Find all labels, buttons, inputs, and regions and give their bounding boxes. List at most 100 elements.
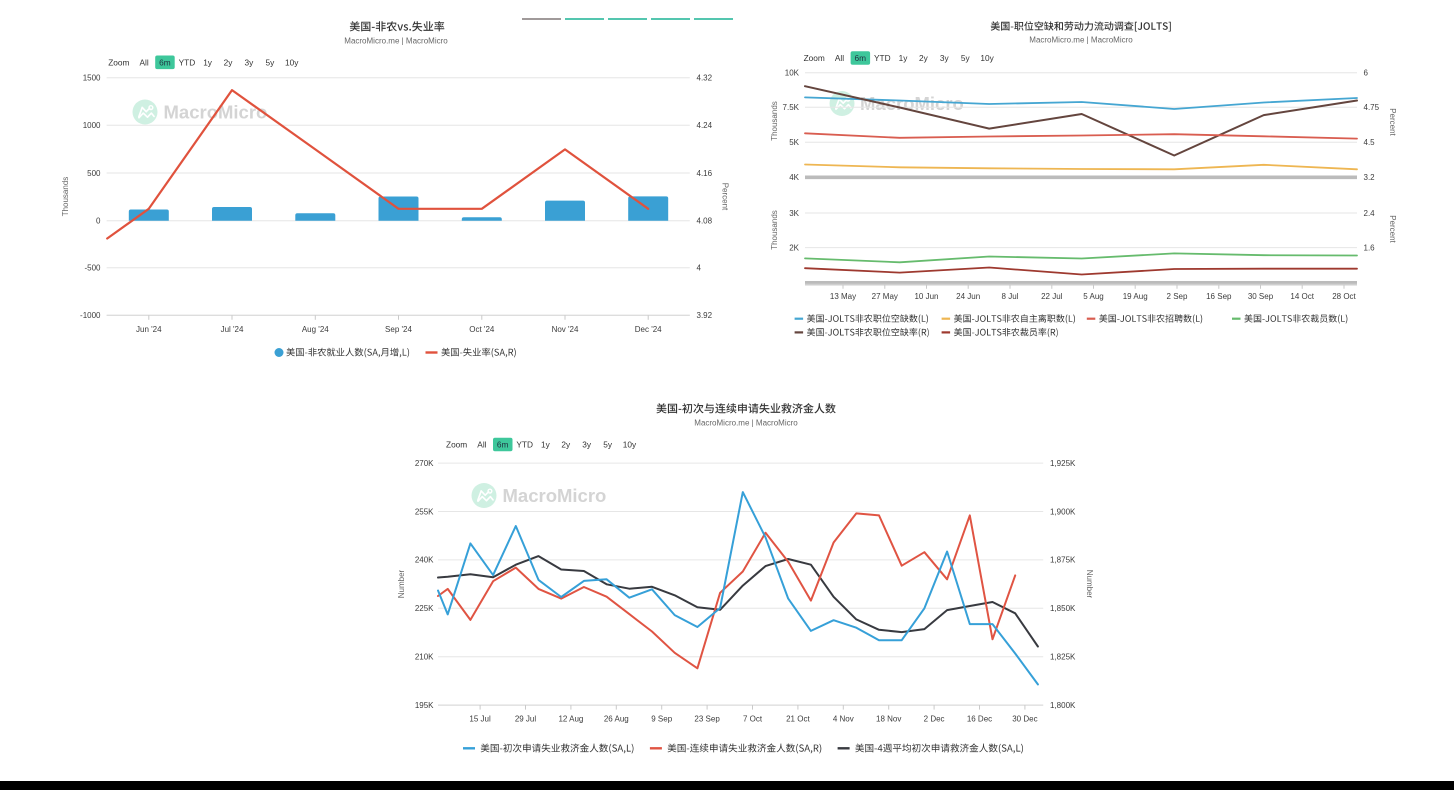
svg-text:1,800K: 1,800K — [1050, 701, 1076, 710]
svg-text:2y: 2y — [561, 440, 571, 450]
svg-text:30 Sep: 30 Sep — [1248, 292, 1274, 301]
svg-text:16 Dec: 16 Dec — [967, 715, 992, 724]
svg-text:26 Aug: 26 Aug — [604, 715, 629, 724]
svg-text:210K: 210K — [415, 653, 434, 662]
svg-text:MacroMicro: MacroMicro — [503, 485, 607, 506]
svg-text:10K: 10K — [785, 69, 800, 78]
svg-text:MacroMicro.me | MacroMicro: MacroMicro.me | MacroMicro — [1029, 36, 1133, 45]
svg-text:6m: 6m — [497, 440, 509, 450]
svg-text:10y: 10y — [980, 53, 994, 63]
svg-text:500: 500 — [87, 169, 101, 178]
svg-text:All: All — [477, 440, 486, 450]
svg-text:1,925K: 1,925K — [1050, 459, 1076, 468]
svg-text:21 Oct: 21 Oct — [786, 715, 810, 724]
svg-text:1,900K: 1,900K — [1050, 507, 1076, 516]
svg-text:1y: 1y — [541, 440, 551, 450]
svg-text:Zoom: Zoom — [446, 440, 467, 450]
svg-text:10y: 10y — [285, 57, 299, 67]
svg-text:1500: 1500 — [83, 74, 101, 83]
svg-text:3y: 3y — [245, 57, 255, 67]
svg-text:8 Jul: 8 Jul — [1002, 292, 1019, 301]
svg-text:Percent: Percent — [721, 183, 730, 211]
svg-text:5y: 5y — [266, 57, 276, 67]
svg-text:225K: 225K — [415, 604, 434, 613]
svg-text:30 Dec: 30 Dec — [1012, 715, 1037, 724]
svg-text:6m: 6m — [159, 57, 171, 67]
svg-text:Thousands: Thousands — [770, 101, 779, 141]
svg-text:2 Dec: 2 Dec — [924, 715, 945, 724]
svg-text:270K: 270K — [415, 459, 434, 468]
svg-text:10 Jun: 10 Jun — [914, 292, 938, 301]
svg-text:22 Jul: 22 Jul — [1041, 292, 1063, 301]
svg-text:2 Sep: 2 Sep — [1167, 292, 1188, 301]
svg-text:All: All — [140, 57, 149, 67]
svg-text:18 Nov: 18 Nov — [876, 715, 901, 724]
svg-text:4 Nov: 4 Nov — [833, 715, 854, 724]
svg-text:29 Jul: 29 Jul — [515, 715, 537, 724]
svg-text:Sep '24: Sep '24 — [385, 325, 412, 334]
svg-text:2y: 2y — [919, 53, 929, 63]
svg-text:2K: 2K — [789, 243, 799, 252]
svg-text:24 Jun: 24 Jun — [956, 292, 980, 301]
svg-text:Number: Number — [1085, 570, 1094, 599]
svg-text:YTD: YTD — [179, 57, 196, 67]
svg-text:3y: 3y — [582, 440, 592, 450]
svg-text:255K: 255K — [415, 507, 434, 516]
svg-text:5y: 5y — [603, 440, 613, 450]
svg-text:19 Aug: 19 Aug — [1123, 292, 1148, 301]
svg-text:Zoom: Zoom — [804, 53, 825, 63]
svg-text:4.5: 4.5 — [1364, 138, 1376, 147]
svg-text:4K: 4K — [789, 173, 799, 182]
svg-text:MacroMicro: MacroMicro — [860, 93, 964, 114]
svg-text:6: 6 — [1364, 69, 1369, 78]
svg-text:4.32: 4.32 — [697, 74, 713, 83]
svg-text:3.92: 3.92 — [697, 311, 713, 320]
svg-text:1.6: 1.6 — [1364, 243, 1376, 252]
svg-text:5 Aug: 5 Aug — [1083, 292, 1103, 301]
svg-text:Thousands: Thousands — [770, 210, 779, 250]
svg-text:2y: 2y — [224, 57, 234, 67]
svg-text:4.75: 4.75 — [1364, 103, 1380, 112]
svg-text:-1000: -1000 — [80, 311, 101, 320]
svg-text:5K: 5K — [789, 138, 799, 147]
svg-text:28 Oct: 28 Oct — [1332, 292, 1356, 301]
svg-text:YTD: YTD — [874, 53, 891, 63]
svg-text:13 May: 13 May — [830, 292, 856, 301]
svg-text:Thousands: Thousands — [61, 177, 70, 217]
svg-text:Dec '24: Dec '24 — [635, 325, 662, 334]
svg-text:Number: Number — [397, 569, 406, 598]
svg-text:6m: 6m — [855, 53, 867, 63]
svg-text:Zoom: Zoom — [108, 57, 129, 67]
svg-text:14 Oct: 14 Oct — [1290, 292, 1314, 301]
svg-text:9 Sep: 9 Sep — [651, 715, 672, 724]
svg-text:Percent: Percent — [1388, 215, 1397, 243]
svg-text:All: All — [835, 53, 844, 63]
svg-text:2.4: 2.4 — [1364, 209, 1376, 218]
svg-text:Nov '24: Nov '24 — [552, 325, 579, 334]
svg-text:4.08: 4.08 — [697, 217, 713, 226]
svg-text:3.2: 3.2 — [1364, 173, 1376, 182]
svg-text:MacroMicro.me | MacroMicro: MacroMicro.me | MacroMicro — [344, 37, 448, 46]
svg-text:3K: 3K — [789, 209, 799, 218]
svg-text:Percent: Percent — [1388, 108, 1397, 136]
svg-text:1,825K: 1,825K — [1050, 653, 1076, 662]
svg-text:5y: 5y — [961, 53, 971, 63]
svg-text:1,850K: 1,850K — [1050, 604, 1076, 613]
svg-text:3y: 3y — [940, 53, 950, 63]
svg-text:4.16: 4.16 — [697, 169, 713, 178]
svg-text:-500: -500 — [84, 264, 101, 273]
svg-text:10y: 10y — [623, 440, 637, 450]
svg-text:1y: 1y — [899, 53, 909, 63]
svg-text:23 Sep: 23 Sep — [694, 715, 720, 724]
svg-text:1,875K: 1,875K — [1050, 556, 1076, 565]
svg-text:27 May: 27 May — [872, 292, 898, 301]
svg-text:12 Aug: 12 Aug — [558, 715, 583, 724]
svg-text:Aug '24: Aug '24 — [302, 325, 329, 334]
svg-text:4: 4 — [697, 264, 702, 273]
svg-text:Jun '24: Jun '24 — [136, 325, 162, 334]
svg-text:MacroMicro.me | MacroMicro: MacroMicro.me | MacroMicro — [694, 418, 798, 427]
svg-text:0: 0 — [96, 217, 101, 226]
svg-text:1000: 1000 — [83, 121, 101, 130]
svg-text:1y: 1y — [203, 57, 213, 67]
svg-text:15 Jul: 15 Jul — [469, 715, 491, 724]
